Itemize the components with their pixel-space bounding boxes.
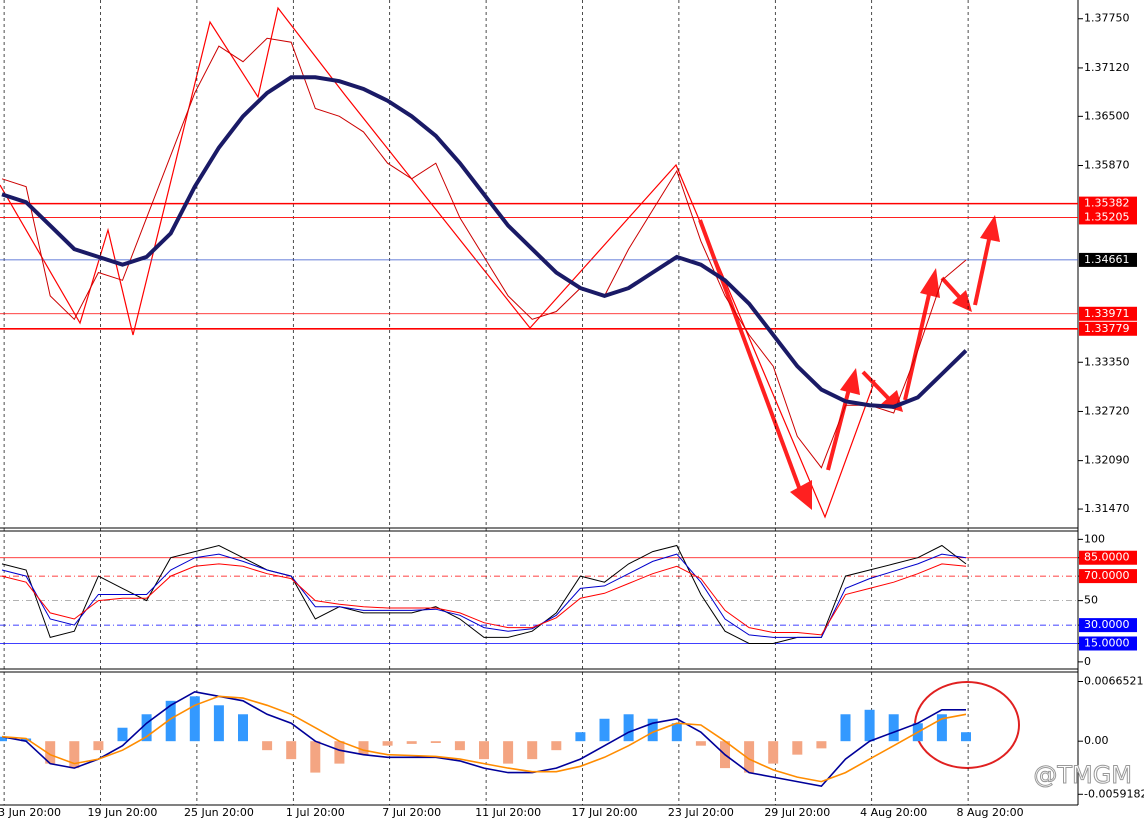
histogram-bar <box>695 741 706 746</box>
x-tick-label: 8 Aug 20:00 <box>957 806 1024 819</box>
histogram-bar <box>671 723 682 742</box>
histogram-bar <box>21 738 32 742</box>
x-tick-label: 7 Jul 20:00 <box>382 806 441 819</box>
level-label-bg <box>1079 306 1137 321</box>
y-tick-label: 85.0000 <box>1084 551 1130 564</box>
histogram-bar <box>623 714 634 742</box>
x-tick-label: 1 Jul 20:00 <box>286 806 345 819</box>
level-label-bg <box>1079 196 1137 211</box>
level-label: 1.34661 <box>1084 253 1130 266</box>
histogram-bar <box>141 714 152 742</box>
histogram-bar <box>262 741 273 751</box>
histogram-bar <box>286 741 297 760</box>
histogram-bar <box>310 741 321 773</box>
histogram-bar <box>430 741 441 743</box>
y-tick-label: 1.31470 <box>1084 502 1130 515</box>
x-tick-label: 13 Jun 20:00 <box>0 806 61 819</box>
histogram-bar <box>744 741 755 773</box>
histogram-bar <box>575 732 586 742</box>
y-tick-label: 50 <box>1084 594 1098 607</box>
y-tick-label: 1.35870 <box>1084 159 1130 172</box>
level-label-bg <box>1079 618 1137 633</box>
histogram-bar <box>527 741 538 760</box>
histogram-bar <box>792 741 803 755</box>
y-tick-label: 0.0066521 <box>1084 675 1144 688</box>
x-tick-label: 25 Jun 20:00 <box>184 806 254 819</box>
x-tick-label: 19 Jun 20:00 <box>88 806 158 819</box>
y-tick-label: 1.36500 <box>1084 109 1130 122</box>
frame <box>0 0 1079 806</box>
y-tick-label: 70.0000 <box>1084 569 1130 582</box>
histogram-bar <box>503 741 514 764</box>
level-label-bg <box>1079 252 1137 267</box>
histogram-bar <box>647 718 658 742</box>
series-line <box>1 690 966 787</box>
histogram-bar <box>961 732 971 742</box>
histogram-bar <box>551 741 562 751</box>
series-line <box>1 75 968 409</box>
histogram-bar <box>93 741 104 751</box>
y-tick-label: 1.37750 <box>1084 12 1130 25</box>
y-tick-label: 0 <box>1084 655 1091 668</box>
series-line <box>1 37 967 469</box>
y-tick-label: 100 <box>1084 532 1105 545</box>
histogram-bar <box>599 718 610 742</box>
histogram-bar <box>454 741 465 751</box>
histogram-bar <box>238 714 248 742</box>
y-tick-label: 1.33350 <box>1084 355 1130 368</box>
histogram-bar <box>816 741 827 749</box>
level-label-bg <box>1079 636 1137 651</box>
y-tick-label: 0.00 <box>1084 734 1109 747</box>
level-label: 1.35205 <box>1084 210 1130 223</box>
watermark: @TMGM <box>1033 761 1132 789</box>
histogram-bar <box>213 705 224 742</box>
histogram-bar <box>840 714 851 742</box>
histogram-bar <box>334 741 345 764</box>
histogram-bar <box>936 714 947 742</box>
level-label: 1.33779 <box>1084 322 1130 335</box>
x-tick-label: 4 Aug 20:00 <box>860 806 927 819</box>
y-tick-label: -0.0059182 <box>1084 787 1144 800</box>
histogram-bar <box>189 696 200 742</box>
level-label-bg <box>1079 569 1137 584</box>
histogram-bar <box>165 700 176 742</box>
y-tick-label: 1.32720 <box>1084 404 1130 417</box>
x-tick-label: 17 Jul 20:00 <box>572 806 638 819</box>
histogram-bar <box>358 741 369 755</box>
histogram-bar <box>0 736 7 742</box>
y-tick-label: 1.32090 <box>1084 454 1130 467</box>
level-label: 1.33971 <box>1084 307 1130 320</box>
histogram-bar <box>69 741 80 769</box>
histogram-bar <box>768 741 779 764</box>
histogram-bar <box>864 709 875 742</box>
histogram-bar <box>382 741 393 746</box>
x-tick-label: 29 Jul 20:00 <box>764 806 830 819</box>
level-label-bg <box>1079 550 1137 565</box>
histogram-bar <box>45 741 56 764</box>
histogram-bar <box>406 741 417 744</box>
level-label-bg <box>1079 210 1137 225</box>
y-tick-label: 1.37120 <box>1084 61 1130 74</box>
x-tick-label: 23 Jul 20:00 <box>668 806 734 819</box>
y-tick-label: 15.0000 <box>1084 636 1130 649</box>
y-tick-label: 30.0000 <box>1084 618 1130 631</box>
series-line <box>1 563 967 636</box>
level-label: 1.35382 <box>1084 197 1130 210</box>
series-line <box>1 695 967 783</box>
histogram-bar <box>479 741 489 760</box>
series-line <box>1 553 967 638</box>
histogram-bar <box>117 727 128 742</box>
level-label-bg <box>1079 321 1137 336</box>
histogram-bar <box>888 714 899 742</box>
x-tick-label: 11 Jul 20:00 <box>475 806 541 819</box>
